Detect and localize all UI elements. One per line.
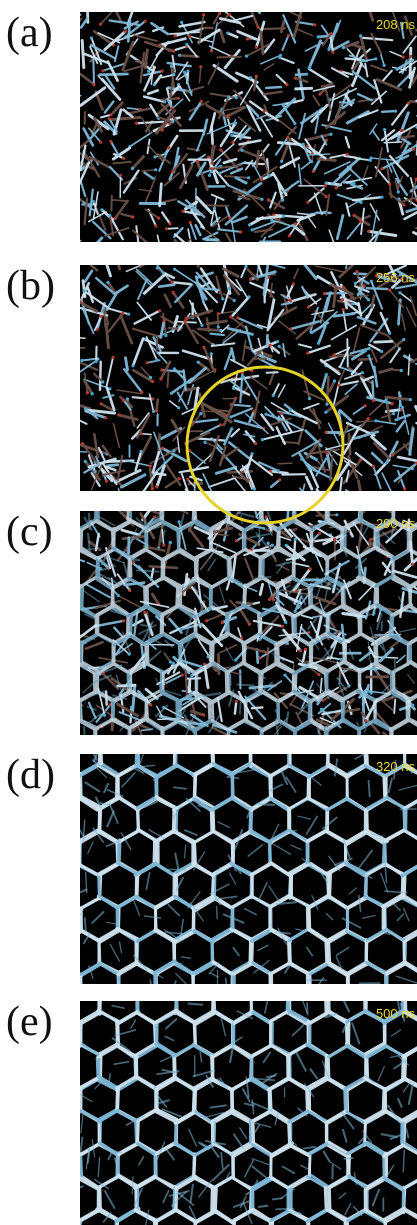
snapshot-image-d: 320 ns: [80, 754, 417, 984]
panel-label-d: (d): [6, 752, 55, 798]
panel-e: (e) 500 ns: [0, 985, 417, 1225]
snapshot-image-a: 208 ns: [80, 12, 417, 242]
panel-label-c: (c): [6, 509, 53, 555]
snapshot-image-c: 290 ns: [80, 511, 417, 735]
time-label-b: 256 ns: [375, 270, 415, 285]
molecular-network-d: [80, 754, 417, 984]
panel-b: (b) 256 ns: [0, 245, 417, 495]
panel-a: (a) 208 ns: [0, 0, 417, 245]
time-label-a: 208 ns: [375, 17, 415, 32]
molecular-network-e: [80, 1001, 417, 1225]
panel-label-e: (e): [6, 999, 53, 1045]
time-label-e: 500 ns: [375, 1006, 415, 1021]
snapshot-image-e: 500 ns: [80, 1001, 417, 1225]
time-label-d: 320 ns: [375, 759, 415, 774]
panel-d: (d) 320 ns: [0, 740, 417, 985]
molecular-network-c: [80, 511, 417, 735]
panel-c: (c) 290 ns: [0, 495, 417, 740]
snapshot-image-b: 256 ns: [80, 265, 417, 491]
molecular-network-b: [80, 265, 417, 491]
panel-label-b: (b): [6, 263, 55, 309]
time-label-c: 290 ns: [375, 516, 415, 531]
panel-label-a: (a): [6, 10, 53, 56]
molecular-network-a: [80, 12, 417, 242]
